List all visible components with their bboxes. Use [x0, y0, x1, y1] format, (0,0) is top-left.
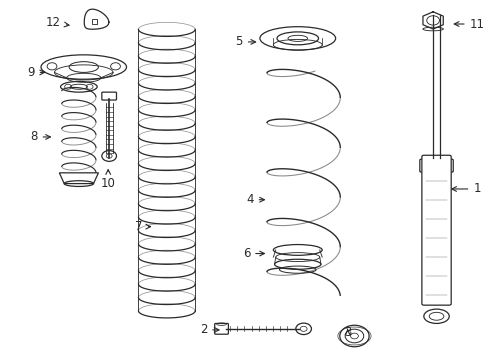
FancyBboxPatch shape — [420, 159, 453, 172]
Text: 4: 4 — [246, 193, 265, 206]
FancyBboxPatch shape — [215, 323, 228, 334]
Text: 11: 11 — [454, 18, 485, 31]
Text: 10: 10 — [101, 170, 116, 190]
Text: 5: 5 — [236, 35, 256, 49]
FancyBboxPatch shape — [102, 92, 117, 100]
Bar — [92, 19, 98, 23]
Text: 6: 6 — [243, 247, 265, 260]
Text: 3: 3 — [344, 326, 351, 339]
Text: 9: 9 — [27, 66, 45, 79]
FancyBboxPatch shape — [422, 155, 451, 305]
Text: 7: 7 — [135, 220, 150, 233]
Text: 12: 12 — [46, 17, 69, 30]
Text: 8: 8 — [30, 130, 50, 144]
Text: 2: 2 — [200, 323, 219, 336]
Text: 1: 1 — [452, 183, 481, 195]
